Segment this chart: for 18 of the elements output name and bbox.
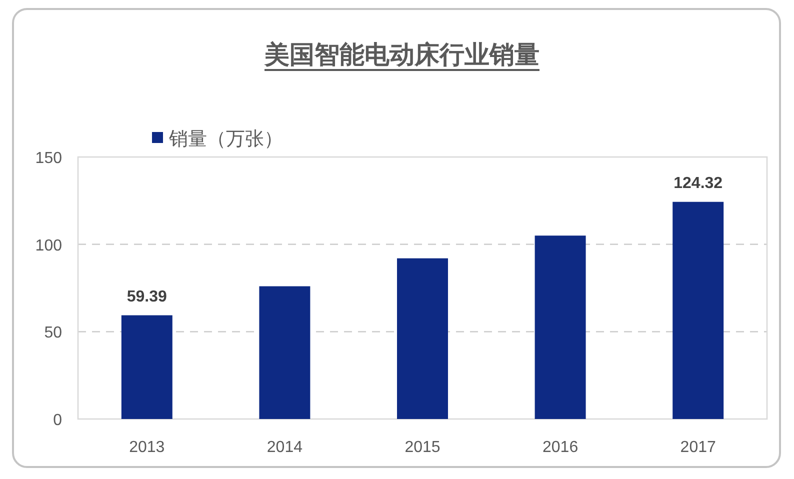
x-tick-label: 2015 [404,439,440,456]
y-tick-label: 100 [35,237,62,254]
bar [534,236,586,419]
x-tick-label: 2014 [266,439,303,456]
bar [121,315,172,419]
legend-label: 销量（万张） [168,129,283,150]
x-tick-label: 2013 [129,439,165,456]
x-tick-label: 2017 [680,439,716,456]
y-tick-label: 150 [35,150,62,167]
y-tick-label: 50 [44,324,62,342]
y-tick-label: 0 [53,412,62,429]
bar [259,286,310,419]
bar [672,202,724,419]
data-label: 59.39 [126,288,168,306]
chart-title: 美国智能电动床行业销量 [264,41,540,69]
data-label: 124.32 [674,174,723,192]
x-tick-label: 2016 [542,439,578,456]
bar [397,258,448,419]
